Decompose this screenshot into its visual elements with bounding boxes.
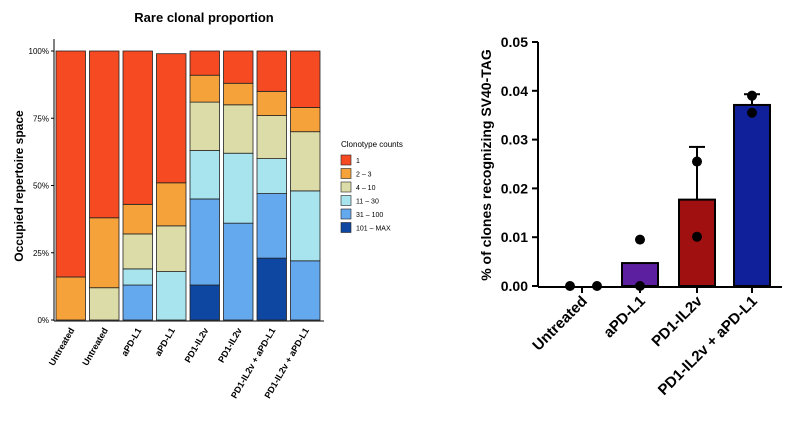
- legend-label: 31 – 100: [356, 212, 383, 219]
- y-tick-label: 0%: [37, 316, 49, 325]
- bar-chart: % of clones recognizing SV40-TAG 0.000.0…: [478, 34, 782, 399]
- y-tick-label: 0.03: [501, 132, 528, 148]
- y-tick-label: 0.02: [501, 180, 528, 196]
- y-tick-label: 0.01: [501, 229, 528, 245]
- bar-segment: [256, 257, 287, 321]
- bar-segment: [256, 115, 287, 159]
- x-tick-label: Untreated: [47, 326, 77, 367]
- y-tick-label: 75%: [33, 114, 49, 123]
- data-point: [692, 156, 702, 167]
- legend-label: 101 – MAX: [356, 226, 391, 233]
- bar-segment: [156, 53, 187, 184]
- bar-segment: [223, 152, 254, 224]
- y-tick-label: 0.00: [501, 278, 528, 294]
- bar-segment: [256, 90, 287, 116]
- bar-segment: [256, 50, 287, 92]
- bar-segment: [256, 158, 287, 194]
- bar-segment: [122, 268, 153, 286]
- data-point: [692, 231, 702, 242]
- x-tick-label: PD1-IL2v + aPD-L1: [655, 293, 761, 399]
- data-point: [592, 281, 602, 291]
- stacked-bar-chart: Rare clonal proportion Occupied repertoi…: [12, 10, 403, 400]
- legend: Clonotype counts 1 2 – 3 4 – 10 11 – 30 31 –…: [340, 140, 403, 233]
- plot-area: 0.00 0.01 0.02 0.03 0.04 0.05 Untreated aPD-L1 P…: [501, 34, 782, 399]
- y-tick-label: 25%: [33, 249, 49, 258]
- legend-label: 2 – 3: [356, 172, 372, 179]
- legend-swatch: [340, 181, 352, 193]
- legend-swatch: [340, 222, 352, 233]
- y-axis-label: % of clones recognizing SV40-TAG: [478, 49, 494, 281]
- data-point: [747, 90, 757, 101]
- bar-segment: [223, 82, 254, 106]
- x-tick-label: PD1-IL2v: [216, 326, 244, 364]
- legend-swatch: [340, 154, 352, 166]
- bar-segment: [55, 276, 86, 321]
- bar-segment: [156, 225, 187, 272]
- x-tick-label: PD1-IL2v: [183, 326, 211, 364]
- bar-segment: [156, 271, 187, 321]
- legend-label: 11 – 30: [356, 199, 379, 206]
- bar-segment: [122, 233, 153, 270]
- legend-label: 4 – 10: [356, 185, 376, 192]
- y-tick-label: 0.05: [501, 34, 528, 50]
- bar-segment: [290, 50, 321, 108]
- data-point: [565, 281, 575, 291]
- x-tick-label: PD1-IL2v: [648, 292, 706, 350]
- x-tick-label: Untreated: [80, 326, 110, 367]
- bar-segment: [223, 50, 254, 84]
- legend-swatch: [340, 168, 352, 179]
- bar-segment: [89, 50, 120, 219]
- x-tick-label: aPD-L1: [600, 293, 649, 342]
- x-tick-label: Untreated: [529, 293, 591, 355]
- legend-title: Clonotype counts: [341, 140, 403, 149]
- plot-area: 0% 25% 50% 75% 100% Untreated Untreated aPD-L1 a…: [29, 39, 324, 400]
- bar-segment: [189, 150, 220, 200]
- bar-segment: [189, 284, 220, 321]
- bar-segment: [122, 50, 153, 205]
- x-tick-label: aPD-L1: [119, 326, 143, 358]
- bar: [733, 103, 771, 288]
- bar-segment: [223, 222, 254, 321]
- bar: [678, 198, 716, 287]
- y-tick-label: 100%: [29, 47, 49, 56]
- bar-segment: [189, 198, 220, 286]
- bar-segment: [290, 131, 321, 192]
- data-point: [635, 234, 645, 245]
- data-point: [635, 281, 645, 291]
- bar-segment: [122, 284, 153, 321]
- bar-segment: [223, 104, 254, 154]
- bar-segment: [290, 107, 321, 133]
- legend-label: 1: [356, 158, 360, 165]
- y-axis-label: Occupied repertoire space: [12, 110, 26, 262]
- bar-segment: [290, 190, 321, 262]
- bar-segment: [156, 182, 187, 227]
- bar-segment: [89, 287, 120, 321]
- bar-segment: [55, 50, 86, 278]
- chart-title: Rare clonal proportion: [134, 10, 273, 25]
- bar-segment: [189, 74, 220, 103]
- x-tick-label: aPD-L1: [153, 326, 177, 358]
- y-tick-label: 0.04: [501, 83, 528, 99]
- bar-segment: [89, 217, 120, 289]
- y-tick-label: 50%: [33, 182, 49, 191]
- legend-swatch: [340, 208, 352, 220]
- bar-segment: [189, 101, 220, 151]
- data-point: [747, 107, 757, 118]
- legend-swatch: [340, 195, 352, 206]
- bar-segment: [256, 193, 287, 259]
- bar-segment: [189, 50, 220, 76]
- bar-segment: [122, 203, 153, 235]
- bar-segment: [290, 260, 321, 321]
